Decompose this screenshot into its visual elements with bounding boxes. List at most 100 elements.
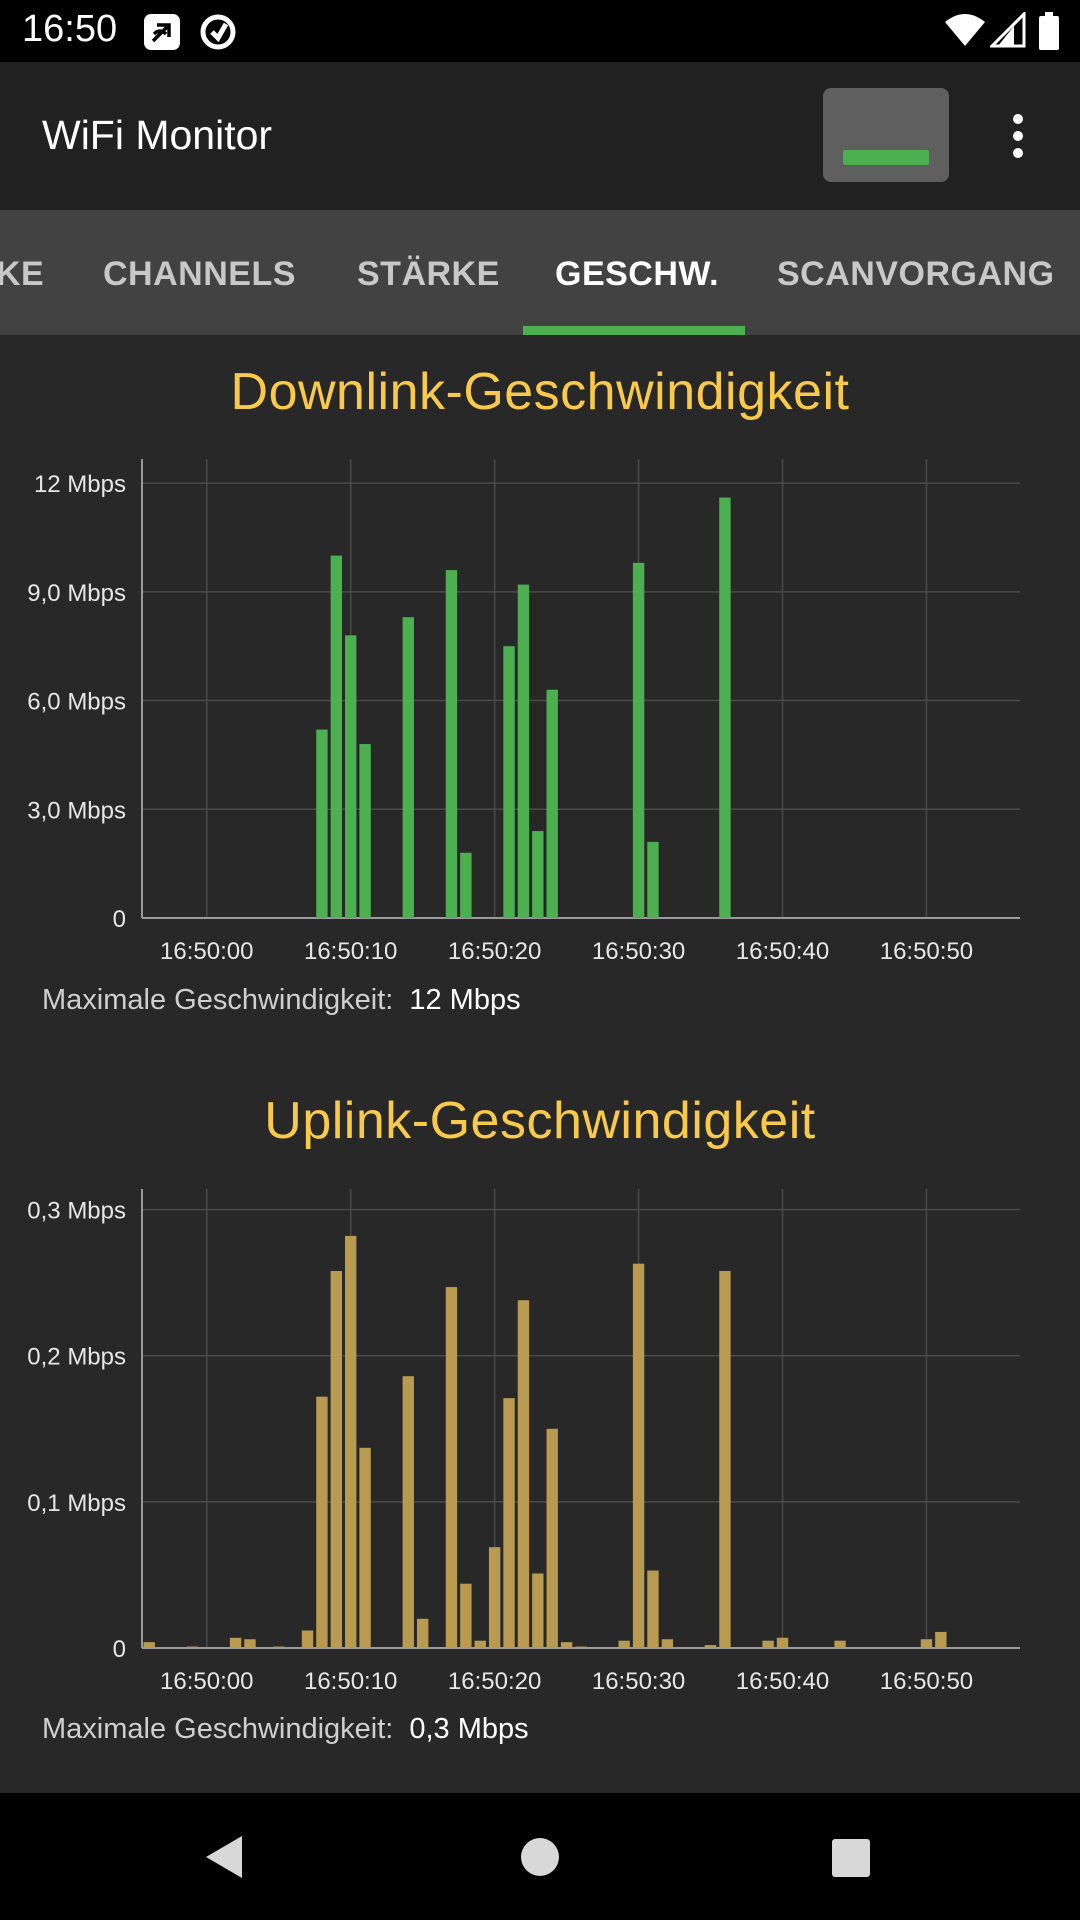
uplink-chart: 0 0,1 Mbps 0,2 Mbps 0,3 Mbps 16:50:00 16:50:1… (27, 1189, 1020, 1695)
downlink-max-label: Maximale Geschwindigkeit: (42, 984, 394, 1016)
x-tick-label: 16:50:20 (448, 1668, 541, 1695)
wifi-icon (945, 14, 985, 46)
bar (460, 1583, 472, 1648)
bar (503, 646, 515, 918)
bar (273, 1646, 285, 1649)
bar (445, 1287, 458, 1648)
app-bar: WiFi Monitor (0, 62, 1080, 210)
bar (575, 1646, 587, 1649)
bar (704, 1645, 717, 1648)
bar (345, 1235, 357, 1648)
x-tick-label: 16:50:40 (736, 938, 829, 965)
more-vert-icon[interactable] (998, 110, 1038, 162)
x-tick-label: 16:50:50 (880, 1668, 973, 1695)
x-tick-label: 16:50:50 (880, 938, 973, 965)
bar (632, 1263, 645, 1648)
status-bar: 16:50 (0, 0, 1080, 62)
bar (762, 1640, 774, 1648)
app-title: WiFi Monitor (42, 112, 273, 158)
tab-indicator (523, 326, 745, 335)
bar (416, 1618, 429, 1648)
tab-scanvorgang[interactable]: SCANVORGANG (777, 255, 1055, 293)
signal-strength-icon (843, 150, 929, 165)
bar (647, 841, 659, 918)
recents-icon[interactable] (831, 1838, 871, 1878)
x-tick-label: 16:50:00 (160, 938, 253, 965)
bar (632, 562, 645, 918)
battery-icon (1039, 12, 1059, 50)
x-tick-label: 16:50:00 (160, 1668, 253, 1695)
y-tick-label: 9,0 Mbps (27, 580, 126, 607)
bar (316, 1396, 328, 1648)
bar (460, 852, 472, 918)
x-tick-label: 16:50:40 (736, 1668, 829, 1695)
tab-geschw[interactable]: GESCHW. (555, 255, 720, 293)
bar (517, 1300, 530, 1648)
x-tick-label: 16:50:30 (592, 1668, 685, 1695)
bar (503, 1398, 515, 1648)
bar (359, 1447, 371, 1648)
bar (776, 1637, 789, 1648)
nfc-icon (144, 14, 180, 50)
downlink-chart: 0 3,0 Mbps 6,0 Mbps 9,0 Mbps 12 Mbps 16:50:00… (27, 459, 1020, 965)
y-tick-label: 0,3 Mbps (27, 1198, 126, 1225)
bar (345, 635, 357, 918)
bar (143, 1642, 155, 1648)
y-tick-label: 0 (113, 1636, 126, 1663)
bar (244, 1639, 256, 1648)
bar (834, 1640, 846, 1648)
bar (719, 1270, 731, 1648)
bar (532, 1573, 544, 1648)
uplink-chart-title: Uplink-Geschwindigkeit (264, 1092, 816, 1150)
cell-signal-icon (990, 12, 1026, 48)
navigation-bar (0, 1793, 1080, 1920)
y-tick-label: 0,1 Mbps (27, 1490, 126, 1517)
y-tick-label: 0 (113, 906, 126, 933)
y-tick-label: 3,0 Mbps (27, 797, 126, 824)
uplink-max-label: Maximale Geschwindigkeit: (42, 1713, 394, 1745)
x-tick-label: 16:50:20 (448, 938, 541, 965)
bar (186, 1646, 199, 1649)
back-icon[interactable] (204, 1834, 244, 1880)
home-icon[interactable] (520, 1837, 560, 1877)
bar (719, 497, 731, 918)
bar (935, 1631, 947, 1648)
bar (560, 1642, 573, 1648)
bar (647, 1570, 659, 1648)
x-tick-label: 16:50:30 (592, 938, 685, 965)
downlink-max-row: Maximale Geschwindigkeit: 12 Mbps (42, 984, 521, 1017)
tab-ke[interactable]: KE (0, 255, 45, 293)
bar (618, 1640, 630, 1648)
tab-channels[interactable]: CHANNELS (103, 255, 296, 293)
bar (546, 1428, 558, 1648)
uplink-max-value: 0,3 Mbps (409, 1713, 529, 1745)
bar (532, 831, 544, 918)
x-tick-label: 16:50:10 (304, 1668, 397, 1695)
bar (402, 617, 414, 918)
bar (517, 584, 530, 918)
tab-staerke[interactable]: STÄRKE (357, 255, 500, 293)
x-tick-label: 16:50:10 (304, 938, 397, 965)
y-tick-label: 6,0 Mbps (27, 689, 126, 716)
bar (316, 729, 328, 918)
bar (474, 1640, 486, 1648)
sync-icon (200, 14, 236, 50)
status-time: 16:50 (22, 8, 118, 50)
uplink-max-row: Maximale Geschwindigkeit: 0,3 Mbps (42, 1713, 529, 1746)
bar (229, 1637, 242, 1648)
signal-strength-button[interactable] (823, 88, 949, 182)
bar (920, 1639, 933, 1648)
bar (546, 689, 558, 918)
tab-bar: KE CHANNELS STÄRKE GESCHW. SCANVORGANG (0, 210, 1080, 335)
bar (402, 1376, 414, 1648)
bar (359, 744, 371, 918)
bar (330, 555, 343, 918)
bar (301, 1630, 314, 1648)
downlink-chart-title: Downlink-Geschwindigkeit (230, 363, 850, 421)
bar (488, 1547, 501, 1648)
y-tick-label: 12 Mbps (34, 471, 126, 498)
y-tick-label: 0,2 Mbps (27, 1344, 126, 1371)
bar (330, 1270, 343, 1648)
downlink-max-value: 12 Mbps (409, 984, 521, 1016)
bar (661, 1639, 674, 1648)
